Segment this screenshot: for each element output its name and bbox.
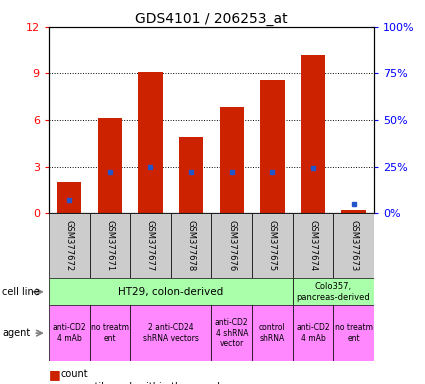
Text: anti-CD2
4 mAb: anti-CD2 4 mAb [296, 323, 330, 343]
Text: 2 anti-CD24
shRNA vectors: 2 anti-CD24 shRNA vectors [143, 323, 199, 343]
Text: no treatm
ent: no treatm ent [334, 323, 373, 343]
Text: ■: ■ [49, 381, 61, 384]
Bar [211, 305, 252, 361]
Bar [211, 213, 252, 278]
Bar [90, 305, 130, 361]
Bar [49, 278, 293, 305]
Text: percentile rank within the sample: percentile rank within the sample [61, 382, 226, 384]
Text: Colo357,
pancreas-derived: Colo357, pancreas-derived [297, 282, 370, 301]
Bar [171, 213, 211, 278]
Text: ■: ■ [49, 368, 61, 381]
Bar [293, 305, 333, 361]
Text: GSM377676: GSM377676 [227, 220, 236, 271]
Text: HT29, colon-derived: HT29, colon-derived [118, 287, 224, 297]
Bar [90, 213, 130, 278]
Bar [49, 213, 90, 278]
Bar [49, 305, 90, 361]
Text: GSM377674: GSM377674 [309, 220, 317, 271]
Bar [179, 137, 203, 213]
Text: GSM377678: GSM377678 [187, 220, 196, 271]
Text: GSM377672: GSM377672 [65, 220, 74, 271]
Bar [220, 107, 244, 213]
Text: anti-CD2
4 shRNA
vector: anti-CD2 4 shRNA vector [215, 318, 249, 348]
Bar [301, 55, 325, 213]
Text: count: count [61, 369, 88, 379]
Text: GSM377671: GSM377671 [105, 220, 114, 271]
Bar [98, 118, 122, 213]
Bar [130, 213, 171, 278]
Text: cell line: cell line [2, 287, 40, 297]
Text: GSM377675: GSM377675 [268, 220, 277, 271]
Bar [252, 213, 293, 278]
Bar [57, 182, 81, 213]
Bar [333, 213, 374, 278]
Title: GDS4101 / 206253_at: GDS4101 / 206253_at [135, 12, 288, 26]
Bar [260, 79, 285, 213]
Bar [293, 213, 333, 278]
Text: control
shRNA: control shRNA [259, 323, 286, 343]
Text: GSM377673: GSM377673 [349, 220, 358, 271]
Text: GSM377677: GSM377677 [146, 220, 155, 271]
Bar [333, 305, 374, 361]
Bar [138, 72, 163, 213]
Text: anti-CD2
4 mAb: anti-CD2 4 mAb [52, 323, 86, 343]
Text: no treatm
ent: no treatm ent [91, 323, 129, 343]
Text: agent: agent [2, 328, 30, 338]
Bar [252, 305, 293, 361]
Bar [293, 278, 374, 305]
Bar [341, 210, 366, 213]
Bar [130, 305, 211, 361]
